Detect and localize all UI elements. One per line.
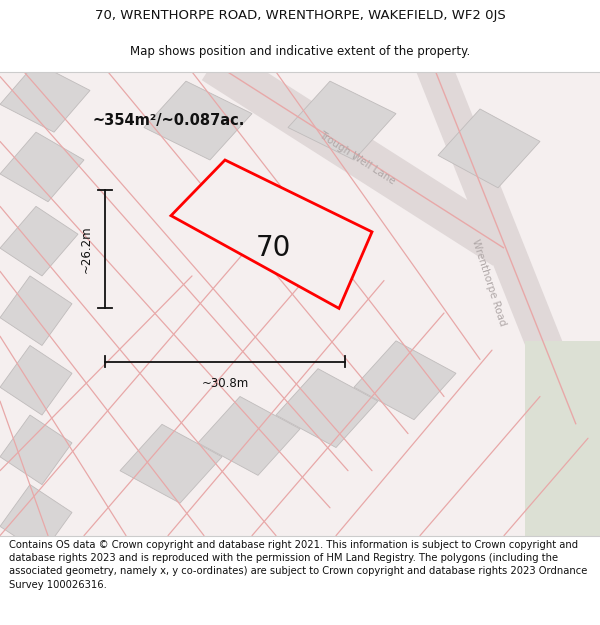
Polygon shape [144, 81, 252, 160]
Polygon shape [525, 341, 600, 536]
Text: 70: 70 [256, 234, 290, 262]
Polygon shape [0, 62, 90, 132]
Polygon shape [276, 369, 378, 448]
Text: Wrenthorpe Road: Wrenthorpe Road [470, 238, 508, 328]
Text: ~30.8m: ~30.8m [202, 378, 248, 391]
Polygon shape [0, 132, 84, 202]
Polygon shape [0, 276, 72, 346]
Text: ~354m²/~0.087ac.: ~354m²/~0.087ac. [93, 113, 245, 128]
Text: 70, WRENTHORPE ROAD, WRENTHORPE, WAKEFIELD, WF2 0JS: 70, WRENTHORPE ROAD, WRENTHORPE, WAKEFIE… [95, 9, 505, 22]
Polygon shape [171, 160, 372, 308]
Polygon shape [354, 341, 456, 420]
Polygon shape [0, 415, 72, 484]
Polygon shape [0, 484, 72, 554]
Text: Trough Well Lane: Trough Well Lane [317, 129, 397, 186]
Text: Map shows position and indicative extent of the property.: Map shows position and indicative extent… [130, 45, 470, 58]
Polygon shape [438, 109, 540, 188]
Polygon shape [288, 81, 396, 160]
Polygon shape [120, 424, 222, 503]
Polygon shape [0, 346, 72, 415]
Polygon shape [0, 206, 78, 276]
Text: ~26.2m: ~26.2m [79, 226, 92, 273]
Polygon shape [198, 396, 300, 476]
Text: Contains OS data © Crown copyright and database right 2021. This information is : Contains OS data © Crown copyright and d… [9, 540, 587, 589]
